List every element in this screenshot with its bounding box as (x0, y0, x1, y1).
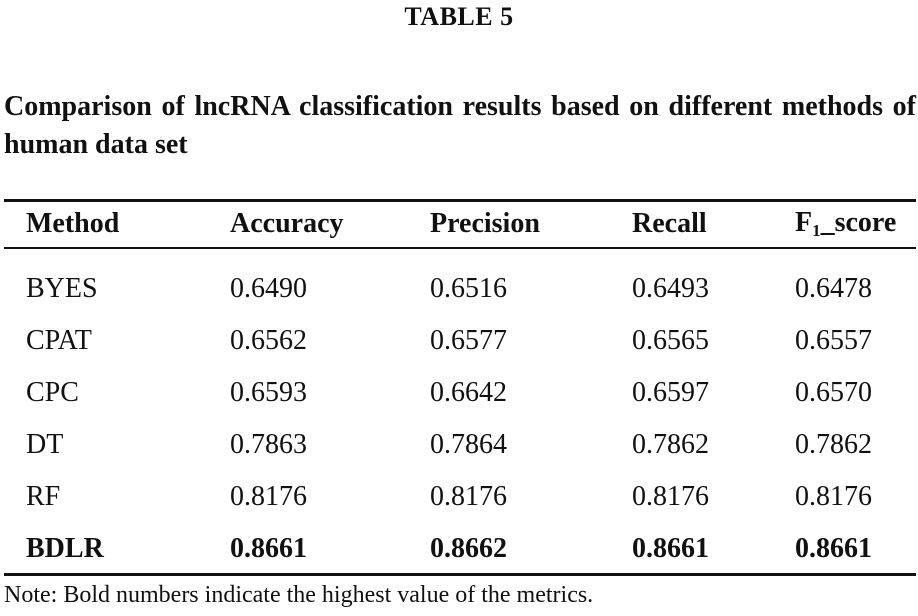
f1-suffix: _score (820, 207, 897, 238)
cell-recall: 0.8661 (632, 533, 709, 564)
f1-letter: F (795, 207, 813, 238)
header-row: Method Accuracy Precision Recall F1_scor… (4, 199, 918, 249)
cell-f1-score: 0.7862 (795, 429, 872, 460)
results-table: Method Accuracy Precision Recall F1_scor… (4, 199, 918, 575)
cell-recall: 0.6493 (632, 273, 709, 304)
cell-accuracy: 0.6593 (230, 377, 307, 408)
table-row-cpc: CPC 0.6593 0.6642 0.6597 0.6570 (4, 367, 918, 419)
table-row-rf: RF 0.8176 0.8176 0.8176 0.8176 (4, 471, 918, 523)
cell-method: BDLR (26, 533, 104, 564)
f1-subscript: 1 (812, 221, 821, 240)
cell-f1-score: 0.6570 (795, 377, 872, 408)
column-header-precision: Precision (430, 208, 540, 239)
cell-method: DT (26, 429, 64, 460)
cell-method: BYES (26, 273, 98, 304)
cell-f1-score: 0.6557 (795, 325, 872, 356)
cell-method: RF (26, 481, 61, 512)
top-rule (4, 199, 916, 202)
cell-precision: 0.8176 (430, 481, 507, 512)
cell-recall: 0.6565 (632, 325, 709, 356)
table-row-cpat: CPAT 0.6562 0.6577 0.6565 0.6557 (4, 315, 918, 367)
cell-f1-score: 0.8661 (795, 533, 872, 564)
table-label: TABLE 5 (404, 2, 514, 31)
spacer-row (4, 249, 918, 263)
column-header-recall: Recall (632, 208, 707, 239)
cell-accuracy: 0.8176 (230, 481, 307, 512)
cell-accuracy: 0.6562 (230, 325, 307, 356)
column-header-accuracy: Accuracy (230, 208, 344, 239)
cell-precision: 0.7864 (430, 429, 507, 460)
column-header-method: Method (26, 208, 120, 239)
cell-recall: 0.8176 (632, 481, 709, 512)
table-row-dt: DT 0.7863 0.7864 0.7862 0.7862 (4, 419, 918, 471)
cell-precision: 0.6642 (430, 377, 507, 408)
cell-recall: 0.7862 (632, 429, 709, 460)
column-header-f1-score: F1_score (795, 199, 918, 249)
cell-accuracy: 0.8661 (230, 533, 307, 564)
cell-accuracy: 0.7863 (230, 429, 307, 460)
cell-method: CPC (26, 377, 79, 408)
cell-precision: 0.6577 (430, 325, 507, 356)
cell-recall: 0.6597 (632, 377, 709, 408)
cell-accuracy: 0.6490 (230, 273, 307, 304)
cell-precision: 0.6516 (430, 273, 507, 304)
bottom-rule (4, 573, 916, 576)
table-note: Note: Bold numbers indicate the highest … (4, 582, 594, 608)
cell-f1-score: 0.8176 (795, 481, 872, 512)
table-row-byes: BYES 0.6490 0.6516 0.6493 0.6478 (4, 263, 918, 315)
cell-f1-score: 0.6478 (795, 273, 872, 304)
table-caption: Comparison of lncRNA classification resu… (4, 91, 916, 160)
header-rule (4, 247, 916, 249)
cell-precision: 0.8662 (430, 533, 507, 564)
table-row-bdlr: BDLR 0.8661 0.8662 0.8661 0.8661 (4, 523, 918, 575)
cell-method: CPAT (26, 325, 92, 356)
